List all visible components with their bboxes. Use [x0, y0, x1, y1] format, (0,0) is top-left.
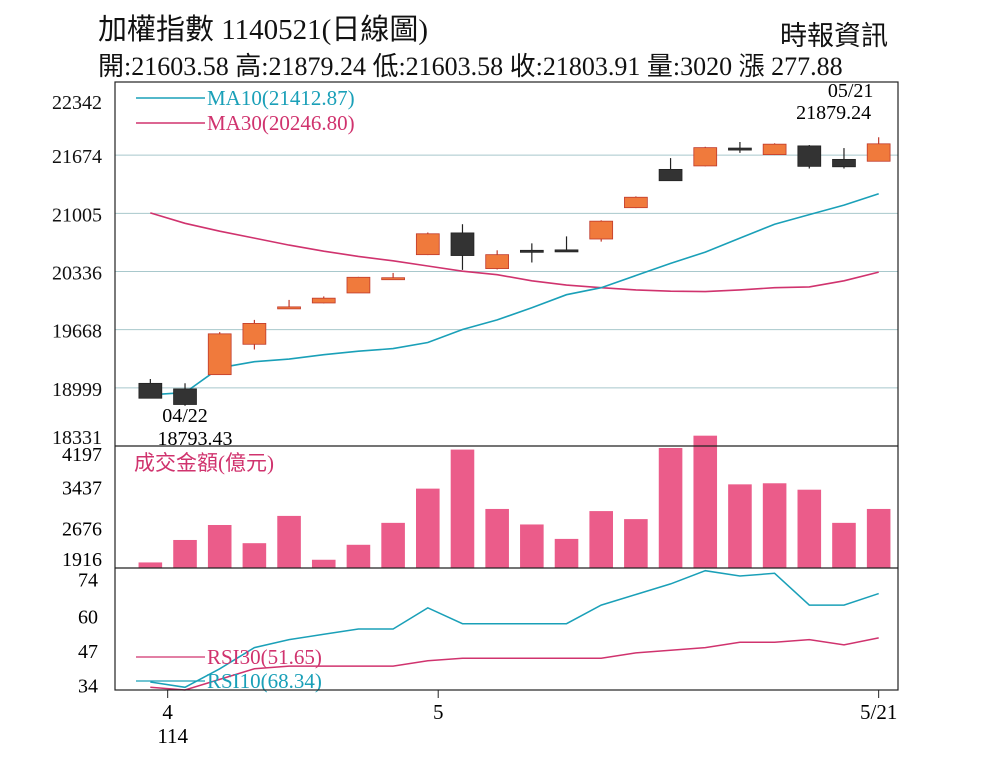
volume-bar — [450, 449, 475, 568]
price-tick-label: 22342 — [52, 92, 102, 114]
volume-tick-label: 2676 — [62, 518, 102, 540]
x-tick-label: 5 — [433, 700, 444, 724]
volume-bar — [416, 488, 440, 568]
volume-bar — [866, 508, 891, 568]
volume-panel: 4197 3437 2676 1916 成交金額(億元) — [62, 435, 891, 571]
candle-body — [519, 249, 544, 253]
candle-body — [138, 382, 163, 399]
candle-body — [728, 147, 752, 151]
volume-bar — [832, 522, 856, 568]
candle-body — [485, 254, 510, 269]
rsi-tick-label: 60 — [78, 607, 98, 629]
volume-tick-label: 3437 — [62, 478, 102, 500]
rsi-line — [150, 569, 879, 689]
candle-body — [832, 158, 856, 168]
rsi-legend-label: RSI10(68.34) — [207, 669, 322, 693]
x-tick-label: 4 — [162, 700, 173, 724]
volume-bar — [658, 447, 683, 568]
candle-body — [658, 168, 683, 182]
price-tick-label: 20336 — [52, 263, 102, 285]
price-tick-label: 19668 — [52, 321, 102, 343]
candle-body — [762, 143, 787, 156]
chart-title: 加權指數 1140521(日線圖) — [98, 14, 428, 46]
volume-bar — [381, 522, 405, 568]
candle-body — [693, 147, 718, 167]
chart-frame — [114, 81, 899, 691]
candle-body — [554, 249, 579, 253]
volume-bar — [797, 489, 822, 568]
candle-body — [866, 143, 891, 162]
volume-bar — [277, 515, 301, 568]
candle-body — [277, 306, 301, 310]
rsi-tick-label: 34 — [78, 676, 98, 698]
volume-bar — [520, 524, 544, 568]
volume-bar — [207, 524, 232, 568]
candle-body — [207, 333, 232, 376]
price-tick-label: 21674 — [52, 146, 102, 168]
candle-body — [415, 233, 440, 256]
candle-body — [242, 323, 267, 345]
volume-bar — [624, 519, 648, 568]
ma10-line — [150, 193, 879, 396]
legend-label: MA30(20246.80) — [207, 111, 355, 135]
price-tick-label: 18331 — [52, 427, 102, 449]
volume-bar — [311, 559, 336, 568]
candle-body — [311, 297, 336, 304]
source-label: 時報資訊 — [780, 21, 888, 51]
volume-tick-label: 1916 — [62, 549, 102, 571]
ma30-line — [150, 212, 879, 293]
low-value-label: 18793.43 — [158, 428, 233, 450]
volume-bar — [693, 435, 718, 568]
price-tick-label: 21005 — [52, 204, 102, 226]
volume-bar — [554, 538, 579, 568]
volume-bar — [173, 539, 197, 568]
rsi-panel: 74 60 47 34 RSI30(51.65)RSI10(68.34) 4 5 5/21 11… — [78, 570, 897, 748]
price-panel: 22342 21674 21005 20336 19668 18999 18331 MA10(… — [52, 80, 891, 450]
x-tick-label: 5/21 — [860, 700, 897, 724]
volume-bar — [242, 543, 267, 568]
volume-bar — [589, 511, 613, 568]
volume-title: 成交金額(億元) — [134, 451, 274, 475]
plot-frame — [114, 81, 899, 691]
candle-body — [450, 232, 475, 256]
volume-tick-label: 4197 — [62, 444, 102, 466]
candle-body — [589, 220, 614, 240]
ohlc-summary: 開:21603.58 高:21879.24 低:21603.58 收:21803… — [98, 52, 843, 81]
x-year-label: 114 — [157, 724, 188, 748]
rsi-tick-label: 74 — [78, 570, 98, 592]
high-date-label: 05/21 — [828, 80, 874, 102]
legend-label: MA10(21412.87) — [207, 86, 355, 110]
volume-bar — [762, 483, 787, 568]
candle-body — [797, 145, 822, 167]
rsi-line — [150, 637, 879, 691]
volume-bar — [346, 544, 371, 568]
candle-body — [624, 196, 648, 209]
grid-layer — [115, 154, 898, 389]
high-value-label: 21879.24 — [796, 102, 871, 124]
candle-body — [346, 276, 371, 294]
low-date-label: 04/22 — [162, 405, 208, 427]
price-tick-label: 18999 — [52, 379, 102, 401]
volume-bar — [138, 562, 163, 568]
candle-body — [173, 388, 197, 405]
volume-bar — [485, 508, 509, 568]
rsi-legend-label: RSI30(51.65) — [207, 645, 322, 669]
rsi-tick-label: 47 — [78, 641, 98, 663]
candle-body — [381, 277, 405, 281]
volume-bar — [728, 484, 752, 568]
